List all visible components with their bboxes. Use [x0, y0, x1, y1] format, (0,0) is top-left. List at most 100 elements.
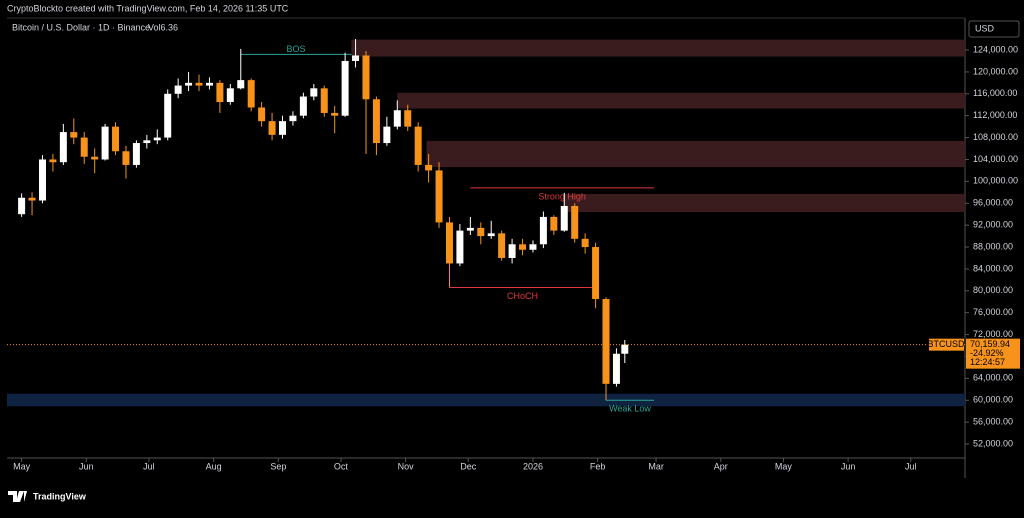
x-tick-label: Apr [714, 461, 728, 471]
candle-body [404, 110, 412, 127]
level-label: Weak Low [609, 404, 651, 414]
candle [237, 48, 245, 90]
candle [195, 74, 203, 92]
candle-body [70, 132, 78, 138]
candle-body [268, 121, 276, 135]
candle [550, 215, 558, 235]
candle-body [571, 205, 579, 239]
y-tick-label: 104,000.00 [973, 154, 1018, 164]
candle [122, 145, 130, 179]
candle [404, 104, 412, 132]
brand: TradingView [33, 491, 87, 501]
candle [539, 211, 547, 249]
candle-body [560, 205, 568, 231]
x-tick-label: May [13, 461, 31, 471]
candle [331, 105, 339, 134]
candle-body [508, 244, 516, 258]
candle [289, 111, 297, 126]
candle-body [174, 85, 182, 94]
candle [164, 89, 172, 141]
currency-box[interactable] [968, 20, 1020, 38]
y-tick-label: 72,000.00 [973, 329, 1013, 339]
candle [226, 83, 234, 105]
change-label: -24.92% [970, 348, 1004, 358]
y-tick-label: 96,000.00 [973, 198, 1013, 208]
y-tick-label: 88,000.00 [973, 241, 1013, 251]
candle [435, 162, 443, 228]
candle [80, 132, 88, 164]
candle [268, 112, 276, 141]
candle [519, 238, 527, 256]
candle [132, 140, 140, 168]
candle-body [237, 80, 245, 89]
y-tick-label: 56,000.00 [973, 417, 1013, 427]
x-tick-label: Jun [79, 461, 94, 471]
candle-body [299, 96, 307, 116]
symbol-tag [929, 338, 964, 351]
candle-body [38, 159, 46, 201]
price-tag [966, 338, 1020, 369]
candle-body [289, 115, 297, 122]
candle [258, 102, 266, 127]
candle-body [592, 247, 600, 300]
y-tick-label: 108,000.00 [973, 132, 1018, 142]
candle [508, 238, 516, 264]
x-tick-label: Jun [841, 461, 856, 471]
zone [426, 140, 965, 168]
candle [153, 129, 161, 145]
candle-body [320, 88, 328, 113]
y-tick-label: 76,000.00 [973, 307, 1013, 317]
candle-body [372, 99, 380, 144]
candle [320, 85, 328, 117]
candle-body [164, 93, 172, 138]
candle-body [279, 121, 287, 135]
y-tick-label: 60,000.00 [973, 395, 1013, 405]
candle-body [602, 299, 610, 384]
logo-mark [8, 491, 27, 502]
zone [351, 39, 965, 57]
x-tick-label: Mar [648, 461, 664, 471]
y-tick-label: 64,000.00 [973, 373, 1013, 383]
candle [393, 100, 401, 130]
candle [247, 78, 255, 112]
candle-body [153, 137, 161, 141]
candle [49, 153, 57, 172]
candle [143, 134, 151, 149]
x-tick-label: Nov [398, 461, 415, 471]
indicator: Vol6.36 [148, 22, 178, 32]
countdown-label: 12:24:57 [970, 357, 1005, 367]
candle-body [362, 55, 370, 100]
y-tick-label: 92,000.00 [973, 220, 1013, 230]
candle [362, 51, 370, 154]
candle [456, 224, 464, 267]
level-label: CHoCH [507, 291, 538, 301]
candle-body [91, 156, 99, 160]
candle-body [143, 140, 151, 144]
zone [564, 193, 965, 213]
candle [341, 52, 349, 117]
currency[interactable]: USD [975, 23, 995, 33]
candle-body [550, 216, 558, 231]
zone [7, 393, 965, 407]
candle [18, 193, 26, 217]
candle-body [132, 143, 140, 165]
candle [101, 123, 109, 161]
candle-body [101, 126, 109, 160]
candle-body [18, 197, 26, 215]
candle-body [49, 159, 57, 163]
candle [279, 115, 287, 139]
candle-body [341, 60, 349, 116]
candle-body [414, 126, 422, 165]
y-tick-label: 52,000.00 [973, 438, 1013, 448]
level-label: BOS [287, 44, 306, 54]
x-tick-label: Jul [905, 461, 917, 471]
candle [612, 348, 620, 387]
candle-body [487, 233, 495, 237]
candle-body [216, 82, 224, 103]
candle-body [331, 112, 339, 116]
candle [602, 297, 610, 401]
candle [59, 123, 67, 165]
candle [91, 148, 99, 174]
candle-body [195, 82, 203, 86]
